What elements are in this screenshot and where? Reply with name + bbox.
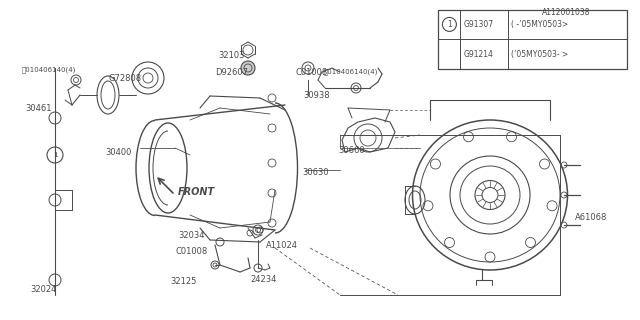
Text: FRONT: FRONT [178,187,215,197]
Text: 30630: 30630 [302,167,328,177]
Text: A112001038: A112001038 [541,7,590,17]
Text: 32024: 32024 [30,285,56,294]
Text: 30938: 30938 [303,91,330,100]
Text: A61068: A61068 [575,213,607,222]
Text: A11024: A11024 [266,241,298,250]
Text: 30461: 30461 [25,103,51,113]
Text: (’05MY0503- >: (’05MY0503- > [511,50,569,59]
Text: 1: 1 [52,152,57,158]
Text: 1: 1 [447,20,452,29]
Text: ( -’05MY0503>: ( -’05MY0503> [511,20,569,29]
Text: 30400: 30400 [105,148,131,156]
Text: G72808: G72808 [108,74,141,83]
Circle shape [241,61,255,75]
Text: G91214: G91214 [463,50,493,59]
Text: D92607: D92607 [215,68,248,76]
Text: G91307: G91307 [463,20,493,29]
Text: 32034: 32034 [178,230,205,239]
Text: C01008: C01008 [175,247,207,257]
Bar [438,10,627,69]
Text: 30660: 30660 [338,146,365,155]
Text: Ⓑ010406140(4): Ⓑ010406140(4) [22,67,76,73]
Text: 32103: 32103 [218,51,244,60]
Text: 32125: 32125 [170,277,196,286]
Text: Ⓑ010406140(4): Ⓑ010406140(4) [324,69,378,75]
Text: C01008: C01008 [295,68,327,76]
Text: 24234: 24234 [250,276,276,284]
